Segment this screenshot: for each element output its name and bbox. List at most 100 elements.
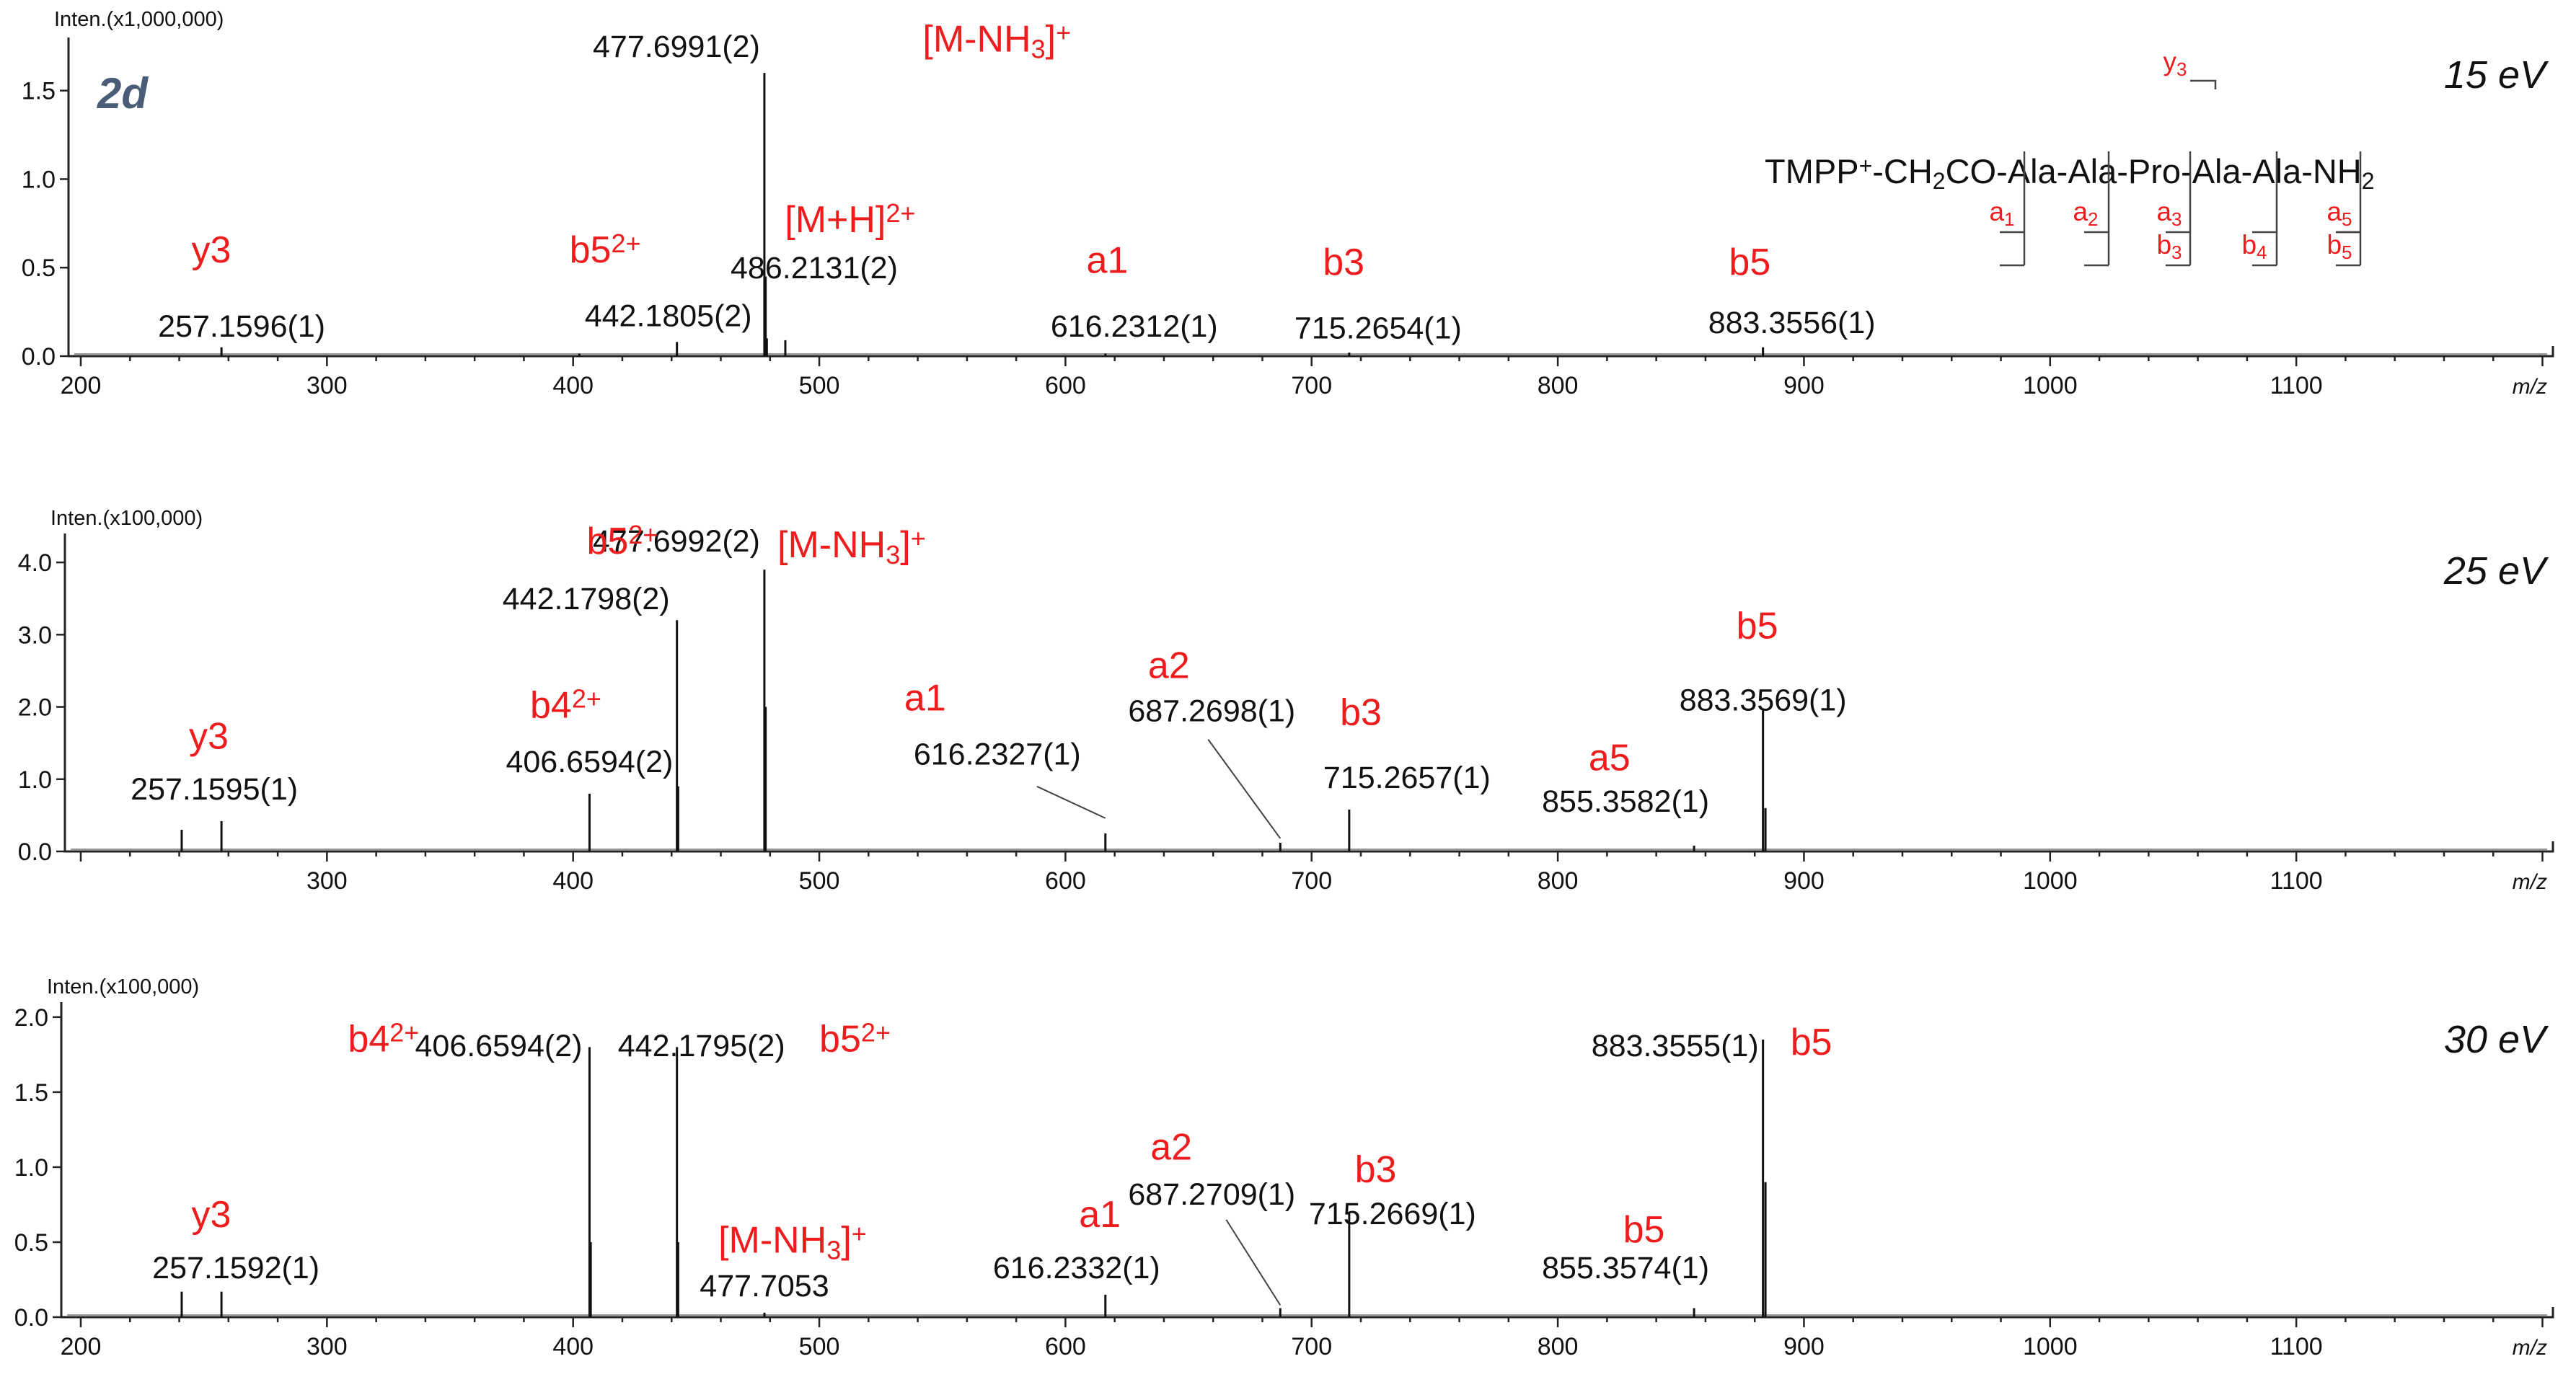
axes-frame [67,37,2554,358]
peak-mass-label: 715.2654(1) [1294,311,1462,345]
x-tick-label: 800 [1538,372,1579,399]
y-tick-label: 3.0 [18,621,52,649]
peak-mass-label: 616.2332(1) [993,1251,1160,1285]
peak-mass-label: 616.2327(1) [914,738,1081,772]
x-tick-label: 600 [1045,867,1086,895]
y-tick-label: 2.0 [18,694,52,722]
y-ion-bracket [2190,79,2217,89]
x-tick-label: 500 [799,372,840,399]
leader-line [1225,1219,1282,1306]
x-axis-label: m/z [2513,870,2547,894]
leader-line [1036,785,1106,819]
peak-mass-label: 883.3555(1) [1592,1029,1759,1063]
y-tick-label: 0.0 [18,838,52,866]
ion-label: y3 [191,229,231,271]
x-tick-label: 1000 [2023,867,2078,895]
panel-label: 2d [97,69,149,118]
ion-label: b52+ [570,228,641,270]
x-tick-label: 900 [1783,1333,1825,1360]
y-tick-label: 1.5 [14,1079,48,1107]
b-fragment-label: b4 [2241,230,2267,263]
ion-label: b52+ [587,520,658,562]
peptide-sequence: TMPP+-CH2CO-Ala-Ala-Pro-Ala-Ala-NH2 [1765,152,2375,194]
ion-label: b42+ [530,683,601,726]
ion-label: a1 [904,678,946,720]
collision-energy-label: 30 eV [2444,1018,2549,1061]
x-tick-label: 300 [306,372,348,399]
collision-energy-label: 25 eV [2443,549,2549,593]
x-tick-label: 400 [552,372,594,399]
ion-label: b3 [1355,1149,1397,1191]
y-tick-label: 1.0 [18,766,52,794]
peak-mass-label: 687.2709(1) [1128,1177,1295,1212]
peak-mass-label: 477.6992(2) [593,524,760,559]
ion-label: [M+H]2+ [785,198,915,241]
y-tick-label: 4.0 [18,549,52,577]
x-axis-label: m/z [2513,375,2547,399]
ion-label: [M-NH3]+ [718,1218,867,1265]
x-tick-label: 700 [1291,372,1332,399]
peak-mass-label: 883.3556(1) [1708,306,1876,340]
x-tick-label: 400 [552,867,594,895]
peak-mass-label: 477.6991(2) [593,30,760,64]
peak-mass-label: 687.2698(1) [1128,694,1295,729]
ion-label: a1 [1079,1194,1121,1236]
peak-mass-label: 442.1798(2) [503,582,670,616]
x-tick-label: 1100 [2270,867,2323,895]
x-tick-label: 1100 [2270,372,2323,399]
x-tick-label: 200 [61,1333,102,1360]
b-fragment-label: b3 [2156,230,2182,263]
x-tick-label: 1100 [2270,1333,2323,1360]
b-fragment-label: b5 [2326,230,2352,263]
peak-mass-label: 257.1595(1) [131,772,298,807]
y-axis-label: Inten.(x100,000) [50,507,203,530]
x-tick-label: 800 [1538,867,1579,895]
ion-label: y3 [191,1194,231,1236]
x-tick-label: 1000 [2023,1333,2078,1360]
peak-mass-label: 257.1596(1) [158,309,325,344]
axes-frame [60,1002,2554,1319]
x-axis-label: m/z [2513,1336,2547,1360]
x-tick-label: 300 [306,867,348,895]
x-tick-label: 200 [61,372,102,399]
ion-label: b5 [1623,1209,1665,1251]
collision-energy-label: 15 eV [2444,53,2549,97]
y-tick-label: 0.0 [14,1304,48,1332]
a-fragment-label: a5 [2326,197,2352,230]
spectrum-panel-1: Inten.(x1,000,000) 0.0 0.5 1.0 1.5 200 300 400 5… [22,8,2554,399]
ion-label: [M-NH3]+ [922,17,1071,63]
ion-label: a2 [1150,1127,1192,1169]
x-tick-label: 700 [1291,1333,1332,1360]
y-tick-label: 2.0 [14,1004,48,1032]
peak-mass-label: 406.6594(2) [415,1029,583,1063]
peak-mass-label: 477.7053 [700,1269,829,1303]
x-tick-label: 1000 [2023,372,2078,399]
peak-mass-label: 257.1592(1) [152,1251,319,1285]
y-axis-label: Inten.(x100,000) [47,975,199,999]
x-tick-label: 500 [799,1333,840,1360]
x-tick-label: 500 [799,867,840,895]
peak-mass-label: 715.2669(1) [1309,1197,1476,1231]
peak-mass-label: 406.6594(2) [506,745,673,779]
spectrum-panel-2: Inten.(x100,000) 0.0 1.0 2.0 3.0 4.0 300 400 500… [18,507,2554,895]
ion-label: a1 [1087,240,1129,282]
ion-label: b42+ [348,1017,419,1060]
peak-mass-label: 442.1805(2) [585,298,752,333]
x-tick-label: 300 [306,1333,348,1360]
ion-label: b5 [1729,242,1770,283]
x-tick-label: 400 [552,1333,594,1360]
peak-mass-label: 855.3582(1) [1542,784,1709,819]
y-tick-label: 0.5 [22,254,56,282]
x-tick-label: 800 [1538,1333,1579,1360]
ion-label: b3 [1323,242,1364,283]
x-tick-label: 700 [1291,867,1332,895]
a-fragment-label: a3 [2156,197,2182,230]
y-tick-label: 1.0 [22,166,56,193]
y-tick-label: 0.5 [14,1229,48,1257]
peak-mass-label: 715.2657(1) [1323,761,1491,795]
peak-mass-label: 855.3574(1) [1542,1251,1709,1285]
ion-label: [M-NH3]+ [777,523,926,570]
ion-label: b3 [1340,692,1382,734]
ion-label: b52+ [819,1017,891,1060]
spectrum-panel-3: Inten.(x100,000) 0.0 0.5 1.0 1.5 2.0 200 300 400… [14,975,2554,1360]
